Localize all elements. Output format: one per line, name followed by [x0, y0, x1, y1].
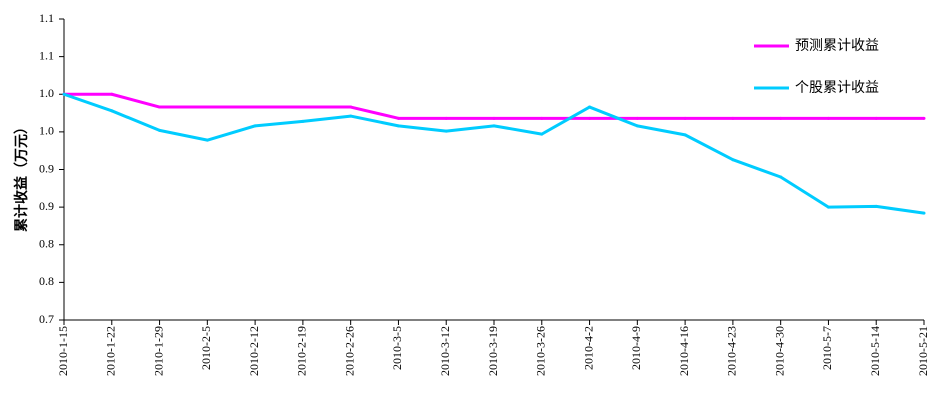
series-2-point [349, 114, 353, 118]
legend-label-1: 预测累计收益 [795, 38, 879, 54]
series-2-point [205, 138, 209, 142]
series-1-point [874, 116, 878, 120]
series-1-point [492, 116, 496, 120]
series-1-point [588, 116, 592, 120]
series-1-point [158, 105, 162, 109]
series-2-point [110, 109, 114, 113]
x-tick-label: 2010-3-12 [438, 326, 452, 376]
y-axis-label: 累计收益（万元） [13, 120, 30, 232]
x-tick-label: 2010-4-16 [677, 326, 691, 376]
x-tick-label: 2010-2-12 [247, 326, 261, 376]
x-tick-label: 2010-4-2 [581, 326, 595, 370]
series-line-1 [64, 92, 924, 120]
series-2-point [922, 211, 926, 215]
x-tick-label: 2010-2-19 [295, 326, 309, 376]
x-tick-label: 2010-3-19 [486, 326, 500, 376]
series-1-point [396, 116, 400, 120]
series-2-point [492, 124, 496, 128]
series-2-point [253, 124, 257, 128]
x-tick-label: 2010-1-29 [151, 326, 165, 376]
series-1-point [349, 105, 353, 109]
x-tick-label: 2010-3-5 [390, 326, 404, 370]
x-tick-label: 2010-5-7 [820, 326, 834, 370]
series-2-point [62, 92, 66, 96]
series-2-point [731, 158, 735, 162]
series-2-point [683, 133, 687, 137]
y-tick-label: 1.0 [39, 86, 54, 100]
x-tick-label: 2010-4-23 [725, 326, 739, 376]
series-2-point [779, 175, 783, 179]
x-tick-label: 2010-3-26 [534, 326, 548, 376]
y-tick-label: 0.8 [39, 274, 54, 288]
series-1-point [779, 116, 783, 120]
y-tick-label: 0.9 [39, 161, 54, 175]
y-tick-label: 1.1 [39, 11, 54, 25]
legend-label-2: 个股累计收益 [795, 80, 879, 96]
series-1-point [444, 116, 448, 120]
x-tick-label: 2010-1-22 [104, 326, 118, 376]
series-2-point [158, 128, 162, 132]
series-1-point [540, 116, 544, 120]
x-tick-label: 2010-5-14 [868, 326, 882, 376]
x-tick-label: 2010-4-30 [772, 326, 786, 376]
y-tick-label: 0.7 [39, 312, 54, 326]
y-tick-label: 0.8 [39, 237, 54, 251]
x-tick-label: 2010-1-15 [56, 326, 70, 376]
series-2-point [301, 119, 305, 123]
series-2-point [540, 132, 544, 136]
y-tick-label: 1.0 [39, 124, 54, 138]
series-1-point [922, 116, 926, 120]
series-1-point [110, 92, 114, 96]
series-line-2 [63, 92, 925, 215]
x-tick-label: 2010-2-26 [342, 326, 356, 376]
series-1-point [253, 105, 257, 109]
series-1-point [683, 116, 687, 120]
series-2-point [444, 129, 448, 133]
y-tick-label: 1.1 [39, 48, 54, 62]
series-1-point [301, 105, 305, 109]
x-tick-label: 2010-5-21 [916, 326, 930, 376]
series-2-point [588, 105, 592, 109]
series-2-point [826, 205, 830, 209]
y-tick-label: 0.9 [39, 199, 54, 213]
series-2-point [396, 124, 400, 128]
x-tick-label: 2010-4-9 [629, 326, 643, 370]
series-2-point [635, 124, 639, 128]
series-1-point [826, 116, 830, 120]
series-1-point [205, 105, 209, 109]
series-1-point [635, 116, 639, 120]
x-tick-label: 2010-2-5 [199, 326, 213, 370]
series-1-point [731, 116, 735, 120]
series-2-point [874, 204, 878, 208]
